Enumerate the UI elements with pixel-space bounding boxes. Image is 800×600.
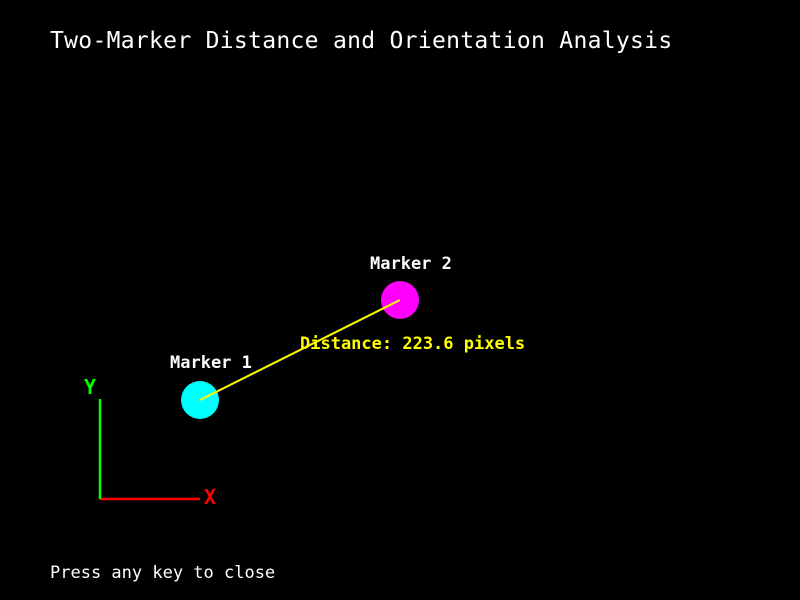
y-axis-label: Y	[84, 375, 97, 399]
window-title: Two-Marker Distance and Orientation Anal…	[50, 28, 673, 54]
marker-2-label: Marker 2	[370, 254, 452, 274]
marker-1-label: Marker 1	[170, 353, 252, 373]
distance-line	[199, 299, 401, 401]
close-hint: Press any key to close	[50, 563, 276, 583]
distance-label: Distance: 223.6 pixels	[300, 334, 526, 354]
x-axis-label: X	[204, 485, 217, 509]
